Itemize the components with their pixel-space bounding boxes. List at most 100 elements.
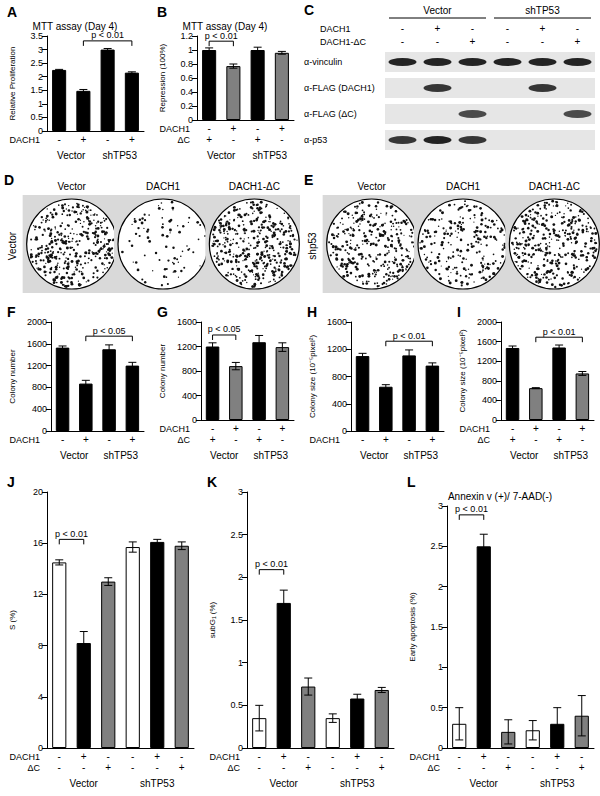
svg-text:-: - [256,123,259,134]
svg-text:-: - [281,434,284,445]
svg-text:Repression (100%): Repression (100%) [158,43,167,112]
svg-text:shTP53: shTP53 [540,778,575,789]
svg-text:+: + [505,762,511,773]
svg-text:Vector: Vector [270,778,299,789]
svg-text:+: + [556,434,562,445]
svg-text:α-vinculin: α-vinculin [304,57,342,67]
svg-text:ΔC: ΔC [177,435,190,445]
svg-text:2.5: 2.5 [230,530,243,540]
svg-text:+: + [579,762,585,773]
svg-text:-: - [482,762,485,773]
svg-text:ΔC: ΔC [427,763,440,773]
svg-text:Vector: Vector [357,181,386,192]
svg-text:1600: 1600 [327,317,347,327]
svg-text:α-FLAG (ΔC): α-FLAG (ΔC) [304,109,357,119]
svg-text:0: 0 [238,743,243,753]
svg-text:800: 800 [32,382,47,392]
svg-text:A: A [7,4,17,20]
svg-text:Vector: Vector [57,150,86,161]
svg-text:3: 3 [238,487,243,497]
svg-text:-: - [82,762,85,773]
svg-text:DACH1: DACH1 [9,135,40,145]
svg-text:-: - [280,134,283,145]
svg-text:Vector: Vector [57,181,86,192]
svg-text:MTT assay (Day 4): MTT assay (Day 4) [183,21,268,32]
svg-text:+: + [470,36,476,47]
svg-text:-: - [57,134,60,145]
svg-text:-: - [58,751,61,762]
svg-text:2.5: 2.5 [430,541,443,551]
svg-text:-: - [581,434,584,445]
svg-text:Vector: Vector [210,450,239,461]
svg-text:0: 0 [492,415,497,425]
svg-text:1600: 1600 [477,337,497,347]
svg-text:-: - [131,751,134,762]
svg-text:+: + [210,434,216,445]
svg-text:α-FLAG (DACH1): α-FLAG (DACH1) [304,83,375,93]
svg-text:Vector: Vector [70,778,99,789]
svg-text:C: C [304,2,314,18]
svg-text:1200: 1200 [27,361,47,371]
svg-text:+: + [80,134,86,145]
svg-text:8: 8 [38,641,43,651]
svg-text:0: 0 [38,126,43,136]
svg-text:DACH1: DACH1 [209,752,240,762]
svg-text:0: 0 [38,743,43,753]
svg-text:p < 0.01: p < 0.01 [55,529,88,539]
svg-text:-: - [507,751,510,762]
svg-text:-: - [556,762,559,773]
svg-text:1200: 1200 [177,342,197,352]
svg-text:ΔC: ΔC [227,763,240,773]
svg-text:+: + [83,434,89,445]
svg-text:0: 0 [188,115,193,125]
svg-text:DACH1-ΔC: DACH1-ΔC [229,181,280,192]
svg-text:F: F [7,304,16,320]
svg-text:-: - [331,762,334,773]
svg-text:-: - [401,36,404,47]
svg-text:p < 0.01: p < 0.01 [393,331,426,341]
svg-text:16: 16 [33,538,43,548]
svg-text:-: - [471,23,474,34]
svg-text:3.5: 3.5 [30,31,43,41]
svg-text:+: + [129,434,135,445]
svg-text:-: - [361,434,364,445]
svg-text:-: - [458,751,461,762]
svg-text:+: + [305,762,311,773]
svg-text:-: - [436,36,439,47]
svg-text:p < 0.01: p < 0.01 [255,559,288,569]
svg-text:shTP53: shTP53 [525,5,560,16]
svg-text:2000: 2000 [27,317,47,327]
svg-text:0: 0 [192,415,197,425]
svg-text:+: + [379,762,385,773]
svg-text:2: 2 [38,72,43,82]
svg-text:-: - [257,423,260,434]
svg-text:-: - [580,751,583,762]
svg-text:1: 1 [438,662,443,672]
svg-text:-: - [331,751,334,762]
svg-text:-: - [211,423,214,434]
svg-text:DACH1: DACH1 [309,435,340,445]
svg-text:p < 0.01: p < 0.01 [455,504,488,514]
svg-text:DACH1: DACH1 [459,424,490,434]
svg-text:0.5: 0.5 [30,112,43,122]
svg-text:+: + [481,751,487,762]
svg-text:-: - [258,762,261,773]
svg-text:DACH1-ΔC: DACH1-ΔC [320,37,367,47]
svg-text:ΔC: ΔC [477,435,490,445]
svg-text:-: - [541,36,544,47]
svg-text:DACH1: DACH1 [446,181,480,192]
svg-text:+: + [579,423,585,434]
svg-text:3: 3 [438,501,443,511]
svg-text:p < 0.01: p < 0.01 [205,31,238,41]
svg-text:-: - [131,762,134,773]
svg-text:Vector: Vector [207,150,236,161]
svg-text:I: I [457,304,461,320]
svg-text:-: - [234,434,237,445]
svg-text:-: - [506,36,509,47]
svg-text:S (%): S (%) [8,610,17,630]
svg-text:2.5: 2.5 [30,58,43,68]
svg-text:shTP53: shTP53 [103,450,138,461]
svg-text:-: - [531,751,534,762]
svg-text:0: 0 [42,426,47,436]
svg-text:p < 0.05: p < 0.05 [93,326,126,336]
